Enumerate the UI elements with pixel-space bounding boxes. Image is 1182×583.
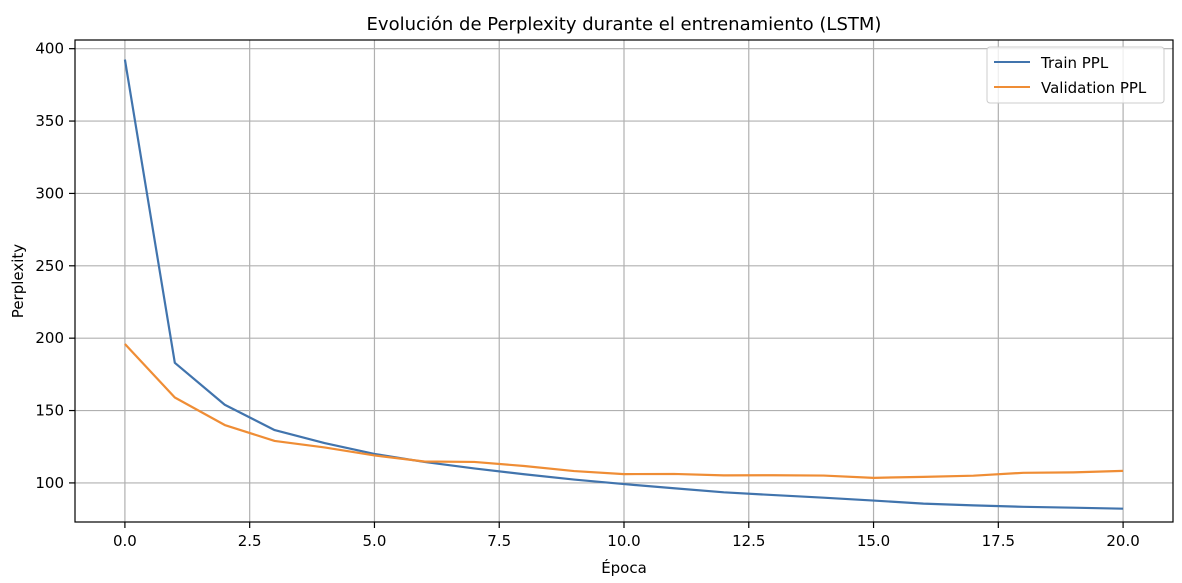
x-tick-label: 0.0 <box>113 532 137 550</box>
y-tick-label: 100 <box>35 474 64 492</box>
y-tick-label: 200 <box>35 329 64 347</box>
x-tick-label: 17.5 <box>982 532 1015 550</box>
legend-label-train: Train PPL <box>1040 54 1109 72</box>
y-tick-label: 400 <box>35 40 64 58</box>
x-tick-label: 2.5 <box>238 532 262 550</box>
y-tick-label: 150 <box>35 402 64 420</box>
x-tick-label: 20.0 <box>1106 532 1139 550</box>
x-axis-label: Época <box>601 558 647 577</box>
y-axis-label: Perplexity <box>9 244 27 318</box>
x-tick-label: 12.5 <box>732 532 765 550</box>
legend-label-validation: Validation PPL <box>1041 79 1147 97</box>
x-tick-label: 7.5 <box>487 532 511 550</box>
legend: Train PPL Validation PPL <box>986 46 1165 104</box>
x-tick-label: 15.0 <box>857 532 890 550</box>
legend-box <box>986 46 1165 104</box>
chart-title: Evolución de Perplexity durante el entre… <box>367 14 882 35</box>
y-tick-label: 300 <box>35 184 64 202</box>
x-tick-label: 10.0 <box>607 532 640 550</box>
y-tick-label: 250 <box>35 257 64 275</box>
series-layer <box>123 59 1124 510</box>
ticks: 0.0 2.5 5.0 7.5 10.0 12.5 15.0 17.5 20.0 100 150 20… <box>35 40 1139 550</box>
y-tick-label: 350 <box>35 112 64 130</box>
x-tick-label: 5.0 <box>363 532 387 550</box>
series-line-train-ppl <box>123 59 1124 510</box>
series-line-validation-ppl <box>124 343 1124 479</box>
grid <box>75 40 1173 522</box>
